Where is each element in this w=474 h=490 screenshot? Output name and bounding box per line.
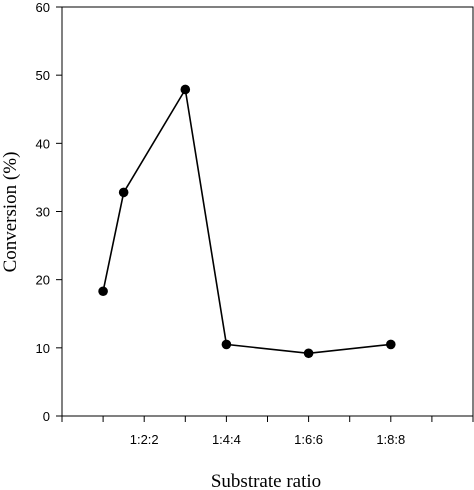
data-point-0-2 [180,84,191,95]
series-line-0 [102,87,391,355]
x-axis-ticks: 1:2:2 1:4:4 1:6:6 1:8:8 [61,416,474,447]
plot-frame [61,6,474,417]
y-tick-label-6: 60 [36,0,50,15]
data-point-0-1 [118,187,129,198]
data-point-0-0 [98,286,108,297]
y-tick-label-1: 10 [36,341,50,356]
x-tick-label-0: 1:2:2 [130,432,159,447]
data-point-0-5 [386,339,396,350]
y-tick-label-2: 20 [36,273,50,288]
axes [61,6,474,417]
x-tick-label-2: 1:6:6 [294,432,323,447]
series-group [98,84,396,359]
x-tick-label-1: 1:4:4 [212,432,241,447]
y-tick-label-4: 40 [36,136,50,151]
y-axis-ticks: 0 10 20 30 40 50 60 [36,0,62,424]
x-axis-title: Substrate ratio [211,471,321,490]
data-point-0-4 [303,348,314,359]
x-tick-label-3: 1:8:8 [376,432,405,447]
y-tick-label-0: 0 [43,409,50,424]
data-point-0-3 [221,339,232,350]
y-tick-label-3: 30 [36,205,50,220]
y-axis-title: Conversion (%) [0,152,21,273]
y-tick-label-5: 50 [36,68,50,83]
